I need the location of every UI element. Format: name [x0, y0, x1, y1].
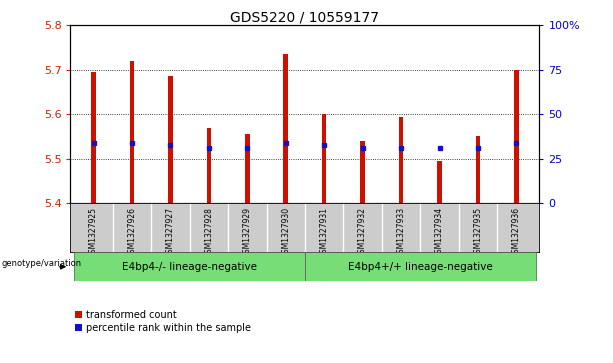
Text: GSM1327928: GSM1327928 [204, 207, 213, 258]
Text: GSM1327929: GSM1327929 [243, 207, 252, 258]
Bar [91, 72, 96, 203]
Text: GSM1327934: GSM1327934 [435, 207, 444, 258]
Bar [74, 252, 305, 281]
Text: E4bp4-/- lineage-negative: E4bp4-/- lineage-negative [122, 262, 257, 272]
Text: GSM1327926: GSM1327926 [128, 207, 137, 258]
Text: GSM1327927: GSM1327927 [166, 207, 175, 258]
Legend: transformed count, percentile rank within the sample: transformed count, percentile rank withi… [75, 310, 251, 333]
Text: GSM1327935: GSM1327935 [473, 207, 482, 258]
Text: E4bp4+/+ lineage-negative: E4bp4+/+ lineage-negative [348, 262, 493, 272]
Bar [245, 134, 249, 203]
Bar [514, 70, 519, 203]
Text: GSM1327936: GSM1327936 [512, 207, 521, 258]
Bar [207, 128, 211, 203]
Text: GSM1327931: GSM1327931 [320, 207, 329, 258]
Text: GSM1327925: GSM1327925 [89, 207, 98, 258]
Bar [168, 76, 173, 203]
Bar [399, 117, 403, 203]
Bar [283, 54, 288, 203]
Text: GSM1327933: GSM1327933 [397, 207, 406, 258]
Bar [360, 141, 365, 203]
Bar [322, 114, 327, 203]
Text: genotype/variation: genotype/variation [1, 259, 82, 268]
Title: GDS5220 / 10559177: GDS5220 / 10559177 [230, 10, 379, 24]
Bar [437, 161, 442, 203]
Bar [130, 61, 134, 203]
Text: GSM1327932: GSM1327932 [358, 207, 367, 258]
Text: GSM1327930: GSM1327930 [281, 207, 290, 258]
Bar [305, 252, 536, 281]
Bar [476, 136, 480, 203]
